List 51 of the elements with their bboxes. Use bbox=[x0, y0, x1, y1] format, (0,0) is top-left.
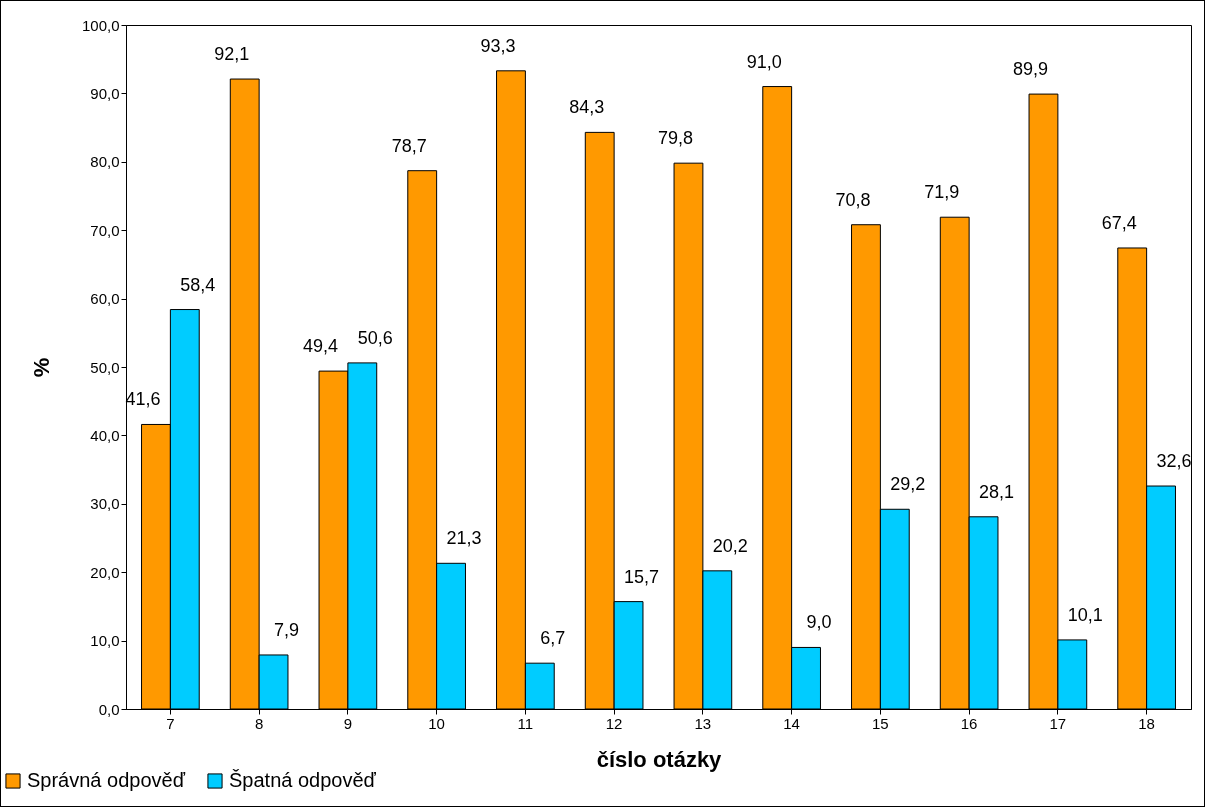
y-tick-label: 100,0 bbox=[81, 16, 120, 34]
data-label: 78,7 bbox=[391, 135, 427, 156]
x-tick-label: 12 bbox=[605, 714, 623, 732]
x-tick-label: 11 bbox=[517, 714, 534, 732]
data-label: 89,9 bbox=[1012, 59, 1048, 80]
y-tick-label: 50,0 bbox=[90, 358, 120, 376]
x-tick-label: 10 bbox=[428, 714, 445, 732]
y-tick-label: 80,0 bbox=[90, 153, 120, 171]
data-label: 92,1 bbox=[214, 44, 250, 65]
y-axis-title: % bbox=[28, 357, 54, 378]
data-label: 49,4 bbox=[302, 336, 338, 357]
y-tick-label: 30,0 bbox=[90, 495, 120, 513]
data-label: 7,9 bbox=[274, 619, 300, 640]
y-tick-label: 10,0 bbox=[90, 632, 120, 650]
x-tick-label: 15 bbox=[872, 714, 889, 732]
y-tick-label: 40,0 bbox=[90, 426, 120, 444]
y-tick-label: 60,0 bbox=[90, 290, 120, 308]
data-label: 29,2 bbox=[890, 474, 926, 495]
x-tick-label: 14 bbox=[783, 714, 800, 732]
data-label: 41,6 bbox=[125, 389, 161, 410]
x-tick-label: 7 bbox=[166, 714, 175, 732]
data-label: 28,1 bbox=[979, 481, 1015, 502]
data-label: 71,9 bbox=[924, 182, 960, 203]
data-label: 50,6 bbox=[357, 327, 393, 348]
data-label: 10,1 bbox=[1067, 604, 1103, 625]
data-label: 67,4 bbox=[1101, 212, 1137, 233]
data-label: 70,8 bbox=[835, 189, 871, 210]
x-tick-label: 8 bbox=[254, 714, 264, 732]
data-label: 9,0 bbox=[806, 612, 832, 633]
data-label: 15,7 bbox=[624, 566, 660, 587]
data-label: 6,7 bbox=[540, 628, 566, 649]
y-tick-label: 20,0 bbox=[90, 563, 120, 581]
data-label: 84,3 bbox=[569, 97, 605, 118]
x-tick-label: 9 bbox=[343, 714, 353, 732]
data-label: 21,3 bbox=[446, 528, 482, 549]
x-axis-title: číslo otázky bbox=[596, 746, 723, 772]
y-tick-label: 70,0 bbox=[90, 221, 120, 239]
x-tick-label: 17 bbox=[1049, 714, 1067, 732]
data-label: 91,0 bbox=[746, 51, 782, 72]
data-label: 20,2 bbox=[712, 535, 748, 556]
data-label: 32,6 bbox=[1156, 451, 1192, 472]
data-label: 58,4 bbox=[180, 274, 216, 295]
legend-label: Správná odpověď bbox=[27, 769, 186, 791]
x-tick-label: 18 bbox=[1138, 714, 1155, 732]
y-tick-label: 0,0 bbox=[98, 700, 120, 718]
x-tick-label: 13 bbox=[694, 714, 712, 732]
y-tick-label: 90,0 bbox=[90, 84, 120, 102]
data-label: 93,3 bbox=[480, 35, 516, 56]
legend-label: Špatná odpověď bbox=[229, 769, 377, 791]
data-label: 79,8 bbox=[657, 128, 693, 149]
x-tick-label: 16 bbox=[960, 714, 978, 732]
